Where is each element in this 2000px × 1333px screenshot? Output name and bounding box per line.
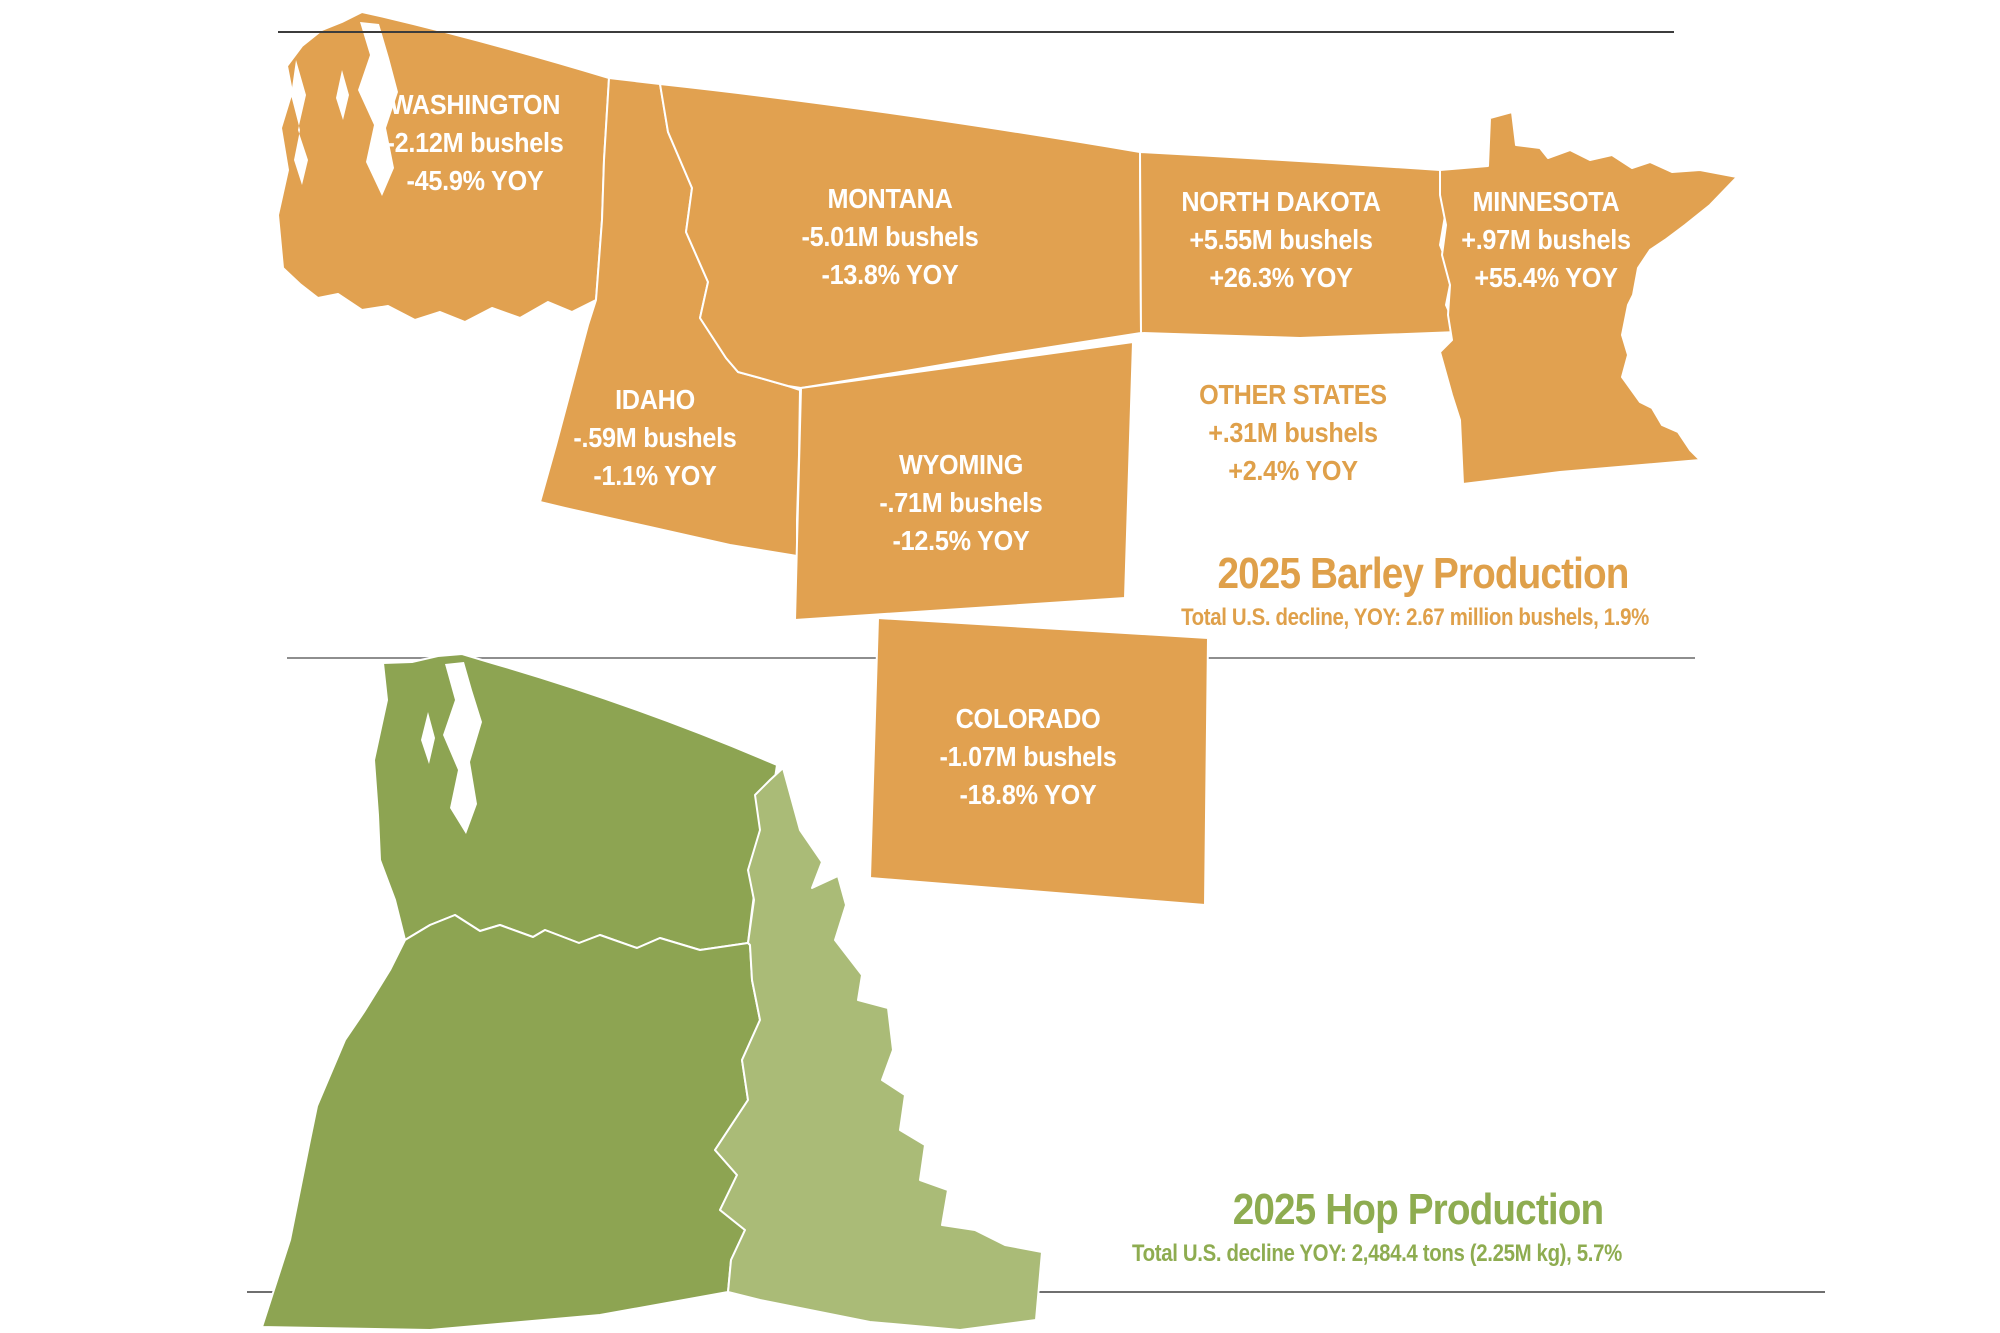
state-label-montana: MONTANA -5.01M bushels -13.8% YOY [728, 180, 1052, 294]
state-shape-oregon [261, 914, 761, 1331]
state-shape-wyoming [794, 341, 1134, 621]
state-yoy: -12.5% YOY [892, 525, 1030, 556]
state-name: WYOMING [898, 449, 1024, 480]
state-label-minnesota: MINNESOTA +.97M bushels +55.4% YOY [1384, 183, 1708, 297]
state-value: +.31M bushels [1208, 417, 1378, 448]
puget-island-cutout [336, 70, 349, 120]
state-name: COLORADO [955, 703, 1101, 734]
state-yoy: +55.4% YOY [1474, 262, 1618, 293]
state-label-wyoming: WYOMING -.71M bushels -12.5% YOY [799, 446, 1123, 560]
state-name: MINNESOTA [1472, 186, 1620, 217]
barley-map [277, 11, 1738, 906]
state-yoy: +26.3% YOY [1209, 262, 1353, 293]
state-yoy: -18.8% YOY [959, 779, 1097, 810]
state-name: NORTH DAKOTA [1181, 186, 1381, 217]
state-label-washington: WASHINGTON -2.12M bushels -45.9% YOY [313, 86, 637, 200]
state-value: -.71M bushels [879, 487, 1043, 518]
puget-sound-cutout-hop [443, 662, 482, 834]
state-name: WASHINGTON [389, 89, 561, 120]
state-yoy: -1.1% YOY [593, 460, 717, 491]
hop-map-title: 2025 Hop Production [1232, 1185, 1604, 1234]
state-value: +5.55M bushels [1189, 224, 1373, 255]
state-value: +.97M bushels [1461, 224, 1631, 255]
state-yoy: -13.8% YOY [821, 259, 959, 290]
state-value: -1.07M bushels [939, 741, 1117, 772]
state-value: -5.01M bushels [801, 221, 979, 252]
state-value: -2.12M bushels [386, 127, 564, 158]
state-shape-washington-hop [373, 653, 778, 951]
state-value: -.59M bushels [573, 422, 737, 453]
barley-map-title: 2025 Barley Production [1217, 549, 1629, 598]
state-name: IDAHO [615, 384, 695, 415]
state-label-other-states: OTHER STATES +.31M bushels +2.4% YOY [1131, 376, 1455, 490]
coast-inlet-cutout [291, 60, 308, 185]
state-label-idaho: IDAHO -.59M bushels -1.1% YOY [493, 381, 817, 495]
state-yoy: -45.9% YOY [406, 165, 544, 196]
hop-map-subtitle: Total U.S. decline YOY: 2,484.4 tons (2.… [1132, 1240, 1622, 1267]
state-yoy: +2.4% YOY [1228, 455, 1358, 486]
top-divider-line [278, 31, 1674, 33]
barley-map-subtitle: Total U.S. decline, YOY: 2.67 million bu… [1181, 604, 1649, 631]
hop-map [261, 653, 1043, 1331]
state-name: OTHER STATES [1199, 379, 1387, 410]
state-shape-minnesota [1439, 111, 1738, 485]
puget-sound-cutout [358, 22, 398, 196]
state-shape-colorado [869, 617, 1209, 906]
state-shape-montana [659, 83, 1142, 389]
state-label-colorado: COLORADO -1.07M bushels -18.8% YOY [866, 700, 1190, 814]
puget-island-cutout-hop [421, 712, 435, 764]
state-label-north-dakota: NORTH DAKOTA +5.55M bushels +26.3% YOY [1119, 183, 1443, 297]
state-shape-idaho-hop [714, 767, 1043, 1331]
state-name: MONTANA [827, 183, 953, 214]
